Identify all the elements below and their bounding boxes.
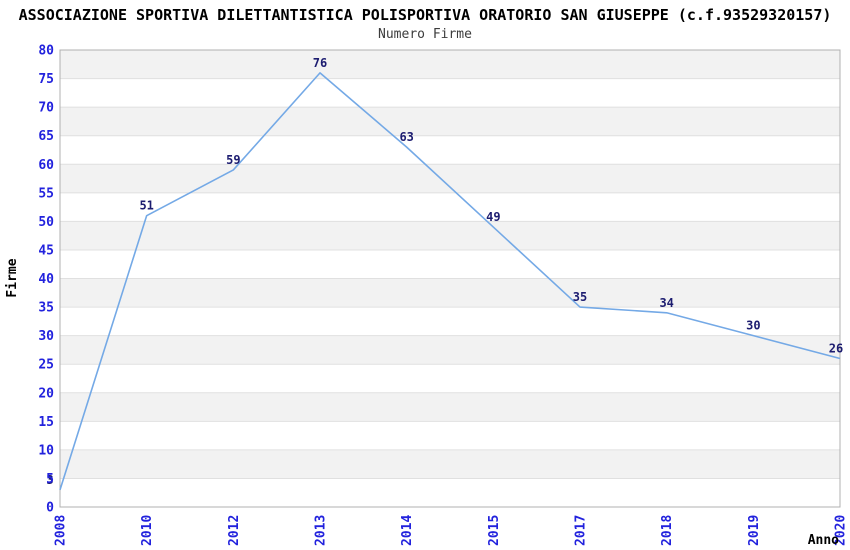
- plot-band: [60, 478, 840, 507]
- plot-band: [60, 392, 840, 422]
- point-labels: 3 51 59 76 63 49 35 34 30 26: [46, 56, 843, 487]
- point-label: 3: [46, 473, 53, 487]
- plot-band: [60, 335, 840, 365]
- y-tick-label: 70: [38, 101, 54, 116]
- x-tick-label: 2013: [314, 515, 329, 546]
- point-label: 51: [139, 199, 153, 213]
- plot-band: [60, 221, 840, 250]
- point-label: 35: [573, 290, 587, 304]
- x-axis-title: Anno: [808, 533, 839, 548]
- point-label: 59: [226, 153, 240, 167]
- y-tick-label: 60: [38, 158, 54, 173]
- plot-border: [59, 49, 841, 508]
- plot-band: [60, 50, 840, 79]
- plot-band: [60, 192, 840, 222]
- plot-band: [60, 278, 840, 308]
- plot-band: [60, 249, 840, 279]
- plot-band: [60, 449, 840, 479]
- plot-band: [60, 364, 840, 393]
- x-tick-label: 2019: [747, 515, 762, 546]
- point-label: 63: [399, 130, 413, 144]
- x-tick-label: 2010: [140, 515, 155, 546]
- plot-bands: [60, 50, 840, 507]
- x-tick-label: 2020: [834, 515, 849, 546]
- point-label: 49: [486, 210, 500, 224]
- y-tick-label: 55: [38, 186, 54, 201]
- y-tick-label: 0: [46, 501, 54, 516]
- chart-subtitle: Numero Firme: [378, 27, 472, 42]
- y-tick-label: 40: [38, 272, 54, 287]
- y-axis-tick-labels: 0 5 10 15 20 25 30 35 40 45 50 55 60 65 70 75 80: [38, 44, 54, 516]
- y-tick-label: 35: [38, 301, 54, 316]
- x-axis-tick-labels: 2008 2010 2012 2013 2014 2015 2017 2018 2019 2020: [54, 515, 849, 546]
- x-tick-label: 2014: [400, 515, 415, 546]
- series-line: [59, 72, 841, 491]
- y-tick-label: 30: [38, 329, 54, 344]
- y-tick-label: 50: [38, 215, 54, 230]
- point-label: 34: [659, 296, 673, 310]
- point-label: 26: [829, 341, 843, 355]
- figure-title: ASSOCIAZIONE SPORTIVA DILETTANTISTICA PO…: [18, 6, 832, 24]
- plot-band: [60, 307, 840, 336]
- y-tick-label: 45: [38, 243, 54, 258]
- plot-band: [60, 107, 840, 136]
- y-tick-label: 75: [38, 72, 54, 87]
- plot-band: [60, 421, 840, 450]
- point-label: 76: [313, 56, 327, 70]
- x-tick-label: 2008: [54, 515, 69, 546]
- gridlines: [60, 78, 840, 479]
- point-label: 30: [746, 319, 760, 333]
- x-tick-label: 2015: [487, 515, 502, 546]
- y-tick-label: 65: [38, 129, 54, 144]
- y-axis-title: Firme: [5, 258, 20, 297]
- y-tick-label: 20: [38, 386, 54, 401]
- y-tick-label: 15: [38, 415, 54, 430]
- x-tick-label: 2017: [574, 515, 589, 546]
- y-tick-label: 25: [38, 358, 54, 373]
- x-tick-label: 2018: [660, 515, 675, 546]
- y-tick-label: 5: [46, 472, 54, 487]
- plot-band: [60, 164, 840, 193]
- x-tick-label: 2012: [227, 515, 242, 546]
- y-tick-label: 10: [38, 443, 54, 458]
- plot-band: [60, 78, 840, 108]
- plot-band: [60, 135, 840, 165]
- y-tick-label: 80: [38, 44, 54, 59]
